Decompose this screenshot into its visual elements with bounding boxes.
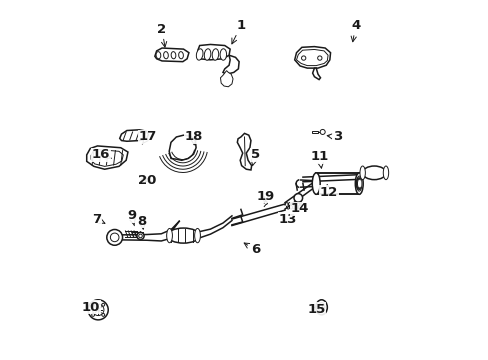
- Circle shape: [102, 314, 104, 316]
- Text: 15: 15: [306, 303, 325, 316]
- Text: 10: 10: [81, 301, 100, 314]
- Text: 13: 13: [278, 212, 296, 226]
- Circle shape: [139, 234, 142, 238]
- Ellipse shape: [156, 51, 161, 59]
- Ellipse shape: [383, 166, 388, 180]
- Polygon shape: [316, 173, 359, 194]
- Text: 9: 9: [127, 210, 136, 226]
- Ellipse shape: [166, 229, 172, 243]
- Ellipse shape: [167, 228, 199, 243]
- Circle shape: [320, 130, 325, 134]
- Polygon shape: [237, 134, 251, 170]
- Circle shape: [317, 56, 321, 60]
- Text: 5: 5: [250, 148, 259, 166]
- Ellipse shape: [312, 173, 320, 194]
- Circle shape: [91, 314, 94, 316]
- Ellipse shape: [362, 166, 385, 180]
- Text: 20: 20: [138, 174, 156, 186]
- Text: 8: 8: [138, 215, 146, 229]
- Ellipse shape: [204, 49, 210, 60]
- Text: 14: 14: [290, 202, 308, 215]
- Text: 18: 18: [184, 130, 203, 145]
- Ellipse shape: [355, 173, 363, 194]
- Polygon shape: [223, 55, 239, 74]
- Ellipse shape: [315, 300, 326, 315]
- Ellipse shape: [356, 176, 361, 191]
- Polygon shape: [220, 71, 233, 87]
- Circle shape: [102, 303, 104, 306]
- Ellipse shape: [318, 303, 324, 312]
- Polygon shape: [311, 131, 317, 133]
- Polygon shape: [294, 46, 330, 68]
- Polygon shape: [120, 130, 148, 141]
- Ellipse shape: [220, 49, 226, 60]
- Circle shape: [141, 178, 145, 183]
- Text: 11: 11: [310, 150, 328, 168]
- Text: 2: 2: [157, 23, 166, 47]
- Circle shape: [88, 300, 108, 320]
- Circle shape: [110, 233, 119, 242]
- Ellipse shape: [171, 51, 176, 59]
- Text: 12: 12: [319, 185, 337, 199]
- Circle shape: [106, 229, 122, 245]
- Circle shape: [293, 194, 302, 202]
- Ellipse shape: [359, 166, 365, 180]
- Polygon shape: [155, 48, 188, 62]
- Polygon shape: [198, 44, 230, 60]
- Text: 17: 17: [138, 130, 157, 144]
- Text: 3: 3: [326, 130, 342, 144]
- Circle shape: [137, 232, 144, 239]
- Text: 4: 4: [350, 19, 360, 42]
- Circle shape: [91, 303, 94, 306]
- Text: 19: 19: [256, 190, 274, 203]
- Polygon shape: [169, 135, 196, 160]
- Ellipse shape: [194, 229, 200, 243]
- Circle shape: [92, 304, 104, 316]
- Ellipse shape: [163, 51, 168, 59]
- Text: 6: 6: [244, 243, 259, 256]
- Ellipse shape: [212, 49, 218, 60]
- Text: 16: 16: [92, 148, 111, 161]
- Text: 7: 7: [92, 213, 104, 226]
- Polygon shape: [312, 68, 320, 80]
- Text: 1: 1: [231, 19, 245, 44]
- Circle shape: [301, 56, 305, 60]
- Ellipse shape: [196, 49, 203, 60]
- Polygon shape: [86, 146, 128, 169]
- Ellipse shape: [178, 51, 183, 59]
